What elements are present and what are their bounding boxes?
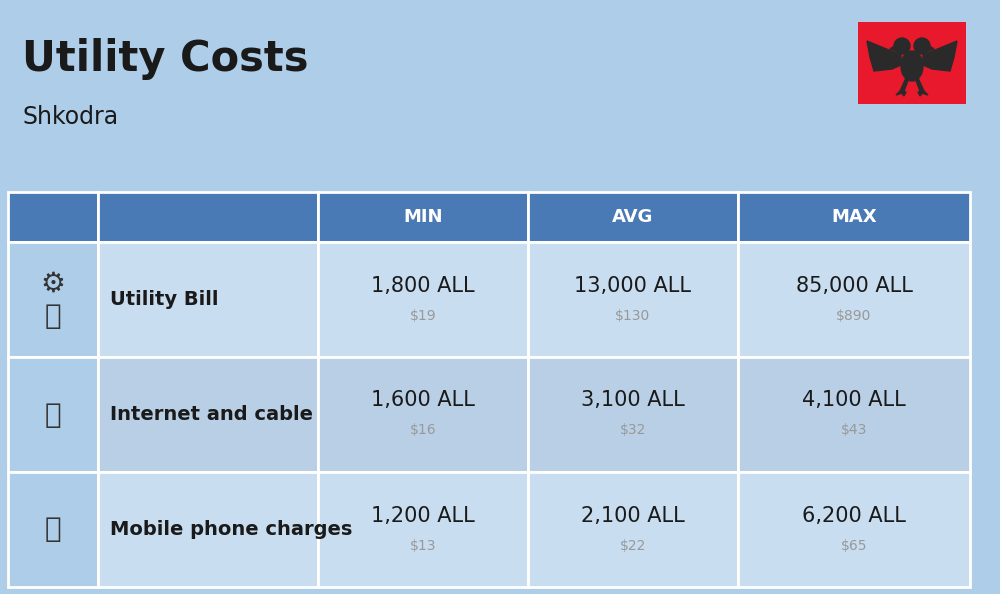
FancyBboxPatch shape [318,357,528,472]
Text: $16: $16 [410,424,436,438]
Text: $22: $22 [620,539,646,552]
Polygon shape [918,91,924,96]
Polygon shape [915,78,924,91]
Text: 1,800 ALL: 1,800 ALL [371,276,475,295]
FancyBboxPatch shape [738,472,970,587]
Polygon shape [867,41,901,63]
Text: $13: $13 [410,539,436,552]
Text: 3,100 ALL: 3,100 ALL [581,390,685,410]
FancyBboxPatch shape [8,192,98,242]
Text: 13,000 ALL: 13,000 ALL [574,276,692,295]
FancyBboxPatch shape [318,242,528,357]
Ellipse shape [901,51,923,81]
Polygon shape [923,57,954,71]
Polygon shape [923,41,957,63]
Polygon shape [928,45,934,51]
Text: 1,600 ALL: 1,600 ALL [371,390,475,410]
Circle shape [894,38,910,54]
Polygon shape [896,91,902,95]
Text: 📱: 📱 [45,516,61,544]
Text: 4,100 ALL: 4,100 ALL [802,390,906,410]
Polygon shape [870,57,901,71]
Text: Shkodra: Shkodra [22,105,118,129]
FancyBboxPatch shape [98,242,318,357]
Text: $32: $32 [620,424,646,438]
FancyBboxPatch shape [528,242,738,357]
FancyBboxPatch shape [318,472,528,587]
Polygon shape [890,45,896,51]
Text: MIN: MIN [403,208,443,226]
FancyBboxPatch shape [858,22,966,104]
Polygon shape [900,91,906,96]
Text: 2,100 ALL: 2,100 ALL [581,505,685,526]
Polygon shape [900,78,909,91]
Text: $65: $65 [841,539,867,552]
Text: Internet and cable: Internet and cable [110,405,313,424]
FancyBboxPatch shape [98,192,318,242]
FancyBboxPatch shape [738,357,970,472]
Text: Utility Bill: Utility Bill [110,290,218,309]
FancyBboxPatch shape [8,472,98,587]
FancyBboxPatch shape [738,242,970,357]
FancyBboxPatch shape [8,357,98,472]
Text: MAX: MAX [831,208,877,226]
Text: ⚙
🔌: ⚙ 🔌 [41,269,65,330]
Text: Mobile phone charges: Mobile phone charges [110,520,352,539]
Text: 📡: 📡 [45,400,61,428]
Text: 85,000 ALL: 85,000 ALL [796,276,912,295]
FancyBboxPatch shape [528,192,738,242]
FancyBboxPatch shape [98,472,318,587]
Text: 6,200 ALL: 6,200 ALL [802,505,906,526]
Text: 1,200 ALL: 1,200 ALL [371,505,475,526]
FancyBboxPatch shape [8,242,98,357]
Polygon shape [922,91,928,95]
Text: Utility Costs: Utility Costs [22,38,308,80]
Text: $43: $43 [841,424,867,438]
FancyBboxPatch shape [528,472,738,587]
FancyBboxPatch shape [528,357,738,472]
Text: $890: $890 [836,308,872,323]
FancyBboxPatch shape [98,357,318,472]
Text: $130: $130 [615,308,651,323]
FancyBboxPatch shape [318,192,528,242]
Text: AVG: AVG [612,208,654,226]
FancyBboxPatch shape [738,192,970,242]
Text: $19: $19 [410,308,436,323]
Circle shape [914,38,930,54]
